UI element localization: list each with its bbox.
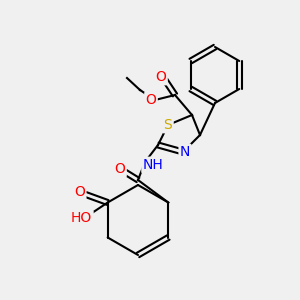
Text: O: O: [115, 162, 125, 176]
Text: O: O: [74, 185, 85, 200]
Text: O: O: [146, 93, 156, 107]
Text: N: N: [180, 145, 190, 159]
Text: O: O: [156, 70, 167, 84]
Text: S: S: [164, 118, 172, 132]
Text: HO: HO: [71, 212, 92, 226]
Text: NH: NH: [142, 158, 164, 172]
